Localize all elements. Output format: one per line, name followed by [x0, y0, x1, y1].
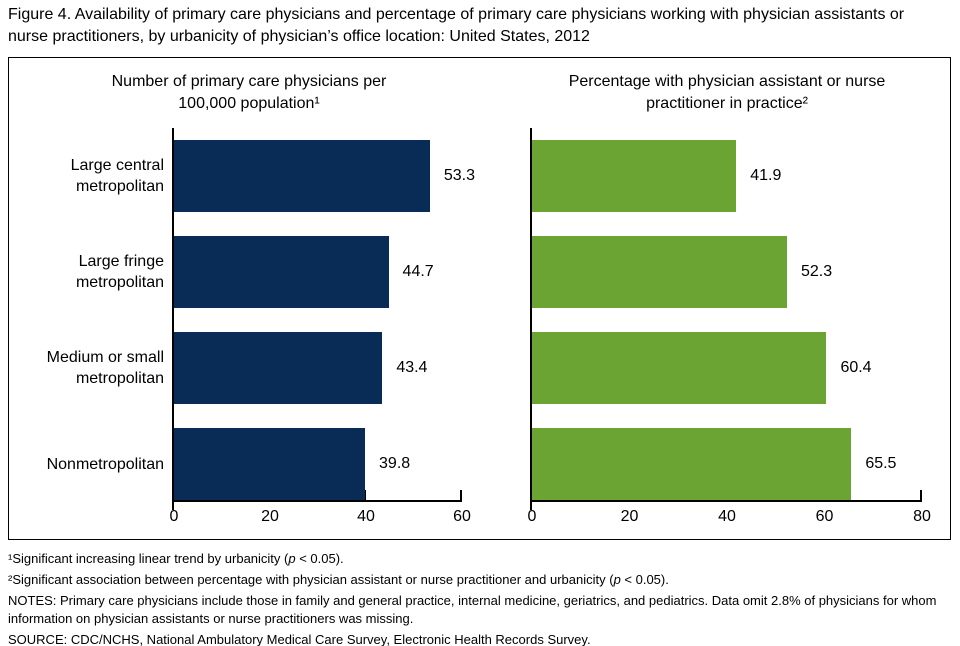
- axis-origin-stub: [530, 502, 532, 510]
- bar-value-label: 60.4: [840, 359, 872, 376]
- category-label: Large central metropolitan: [9, 140, 164, 212]
- figure-title: Figure 4. Availability of primary care p…: [8, 6, 905, 45]
- footnote-1-p: p: [288, 551, 296, 566]
- category-label-line: metropolitan: [75, 370, 164, 387]
- bar-plot-right: 0 20 40 60 80 41.9 52.3 60.4 65.5: [528, 128, 931, 525]
- axis-tick: [460, 490, 462, 500]
- bar: [532, 236, 787, 308]
- bar: [174, 332, 383, 404]
- category-label-line: Medium or small: [46, 349, 164, 366]
- category-label-line: Nonmetropolitan: [46, 455, 164, 473]
- bar-value-label: 52.3: [800, 263, 833, 280]
- category-label-line: metropolitan: [75, 274, 164, 291]
- footnote-notes: NOTES: Primary care physicians include t…: [8, 593, 937, 626]
- footnote-source: SOURCE: CDC/NCHS, National Ambulatory Me…: [8, 632, 591, 646]
- bar: [174, 236, 389, 308]
- chart-header-left: Number of primary care physicians per 10…: [111, 73, 387, 112]
- bar-value-label: 39.8: [379, 455, 411, 472]
- footnotes: ¹Significant increasing linear trend by …: [8, 550, 953, 646]
- footnote-2-p: p: [613, 572, 621, 587]
- bar-value-label: 65.5: [865, 455, 897, 472]
- axis-tick-label: 80: [913, 508, 931, 525]
- category-label: Medium or small metropolitan: [9, 332, 164, 404]
- axis-tick-label: 40: [357, 508, 375, 525]
- footnote-2-tail: < 0.05).: [620, 572, 669, 587]
- bar-value-label: 41.9: [750, 167, 782, 184]
- axis-tick-label: 0: [527, 508, 537, 525]
- axis-tick-label: 40: [718, 508, 736, 525]
- axis-tick: [920, 490, 922, 500]
- bar: [532, 428, 852, 500]
- chart-frame: Number of primary care physicians per 10…: [8, 57, 951, 540]
- bar: [174, 140, 430, 212]
- footnote-2-text: ²Significant association between percent…: [8, 572, 614, 587]
- category-label: Large fringe metropolitan: [9, 236, 164, 308]
- category-labels: Large central metropolitan Large fringe met…: [9, 128, 164, 500]
- bar: [174, 428, 366, 500]
- axis-tick-label: 20: [261, 508, 279, 525]
- category-label: Nonmetropolitan: [9, 428, 164, 500]
- axis-tick-label: 0: [169, 508, 179, 525]
- footnote-2: ²Significant association between percent…: [8, 571, 953, 589]
- chart-header-right: Percentage with physician assistant or n…: [568, 73, 886, 112]
- category-label-line: Large fringe: [78, 253, 164, 270]
- bar-value-label: 44.7: [402, 263, 434, 280]
- bar: [532, 332, 827, 404]
- bar-value-label: 43.4: [396, 359, 428, 376]
- axis-tick-label: 20: [620, 508, 639, 525]
- category-label-line: metropolitan: [75, 178, 164, 195]
- bar: [532, 140, 737, 212]
- category-label-line: Large central: [70, 157, 164, 174]
- axis-tick-label: 60: [453, 508, 471, 525]
- axis-origin-stub: [172, 502, 174, 510]
- footnote-1: ¹Significant increasing linear trend by …: [8, 550, 953, 568]
- bar-value-label: 53.3: [443, 167, 475, 184]
- axis-tick-label: 60: [815, 508, 834, 525]
- bar-plot-left: 0 20 40 60 53.3 44.7 43.4 39.8: [170, 128, 475, 525]
- footnote-1-text: ¹Significant increasing linear trend by …: [8, 551, 289, 566]
- footnote-1-tail: < 0.05).: [295, 551, 344, 566]
